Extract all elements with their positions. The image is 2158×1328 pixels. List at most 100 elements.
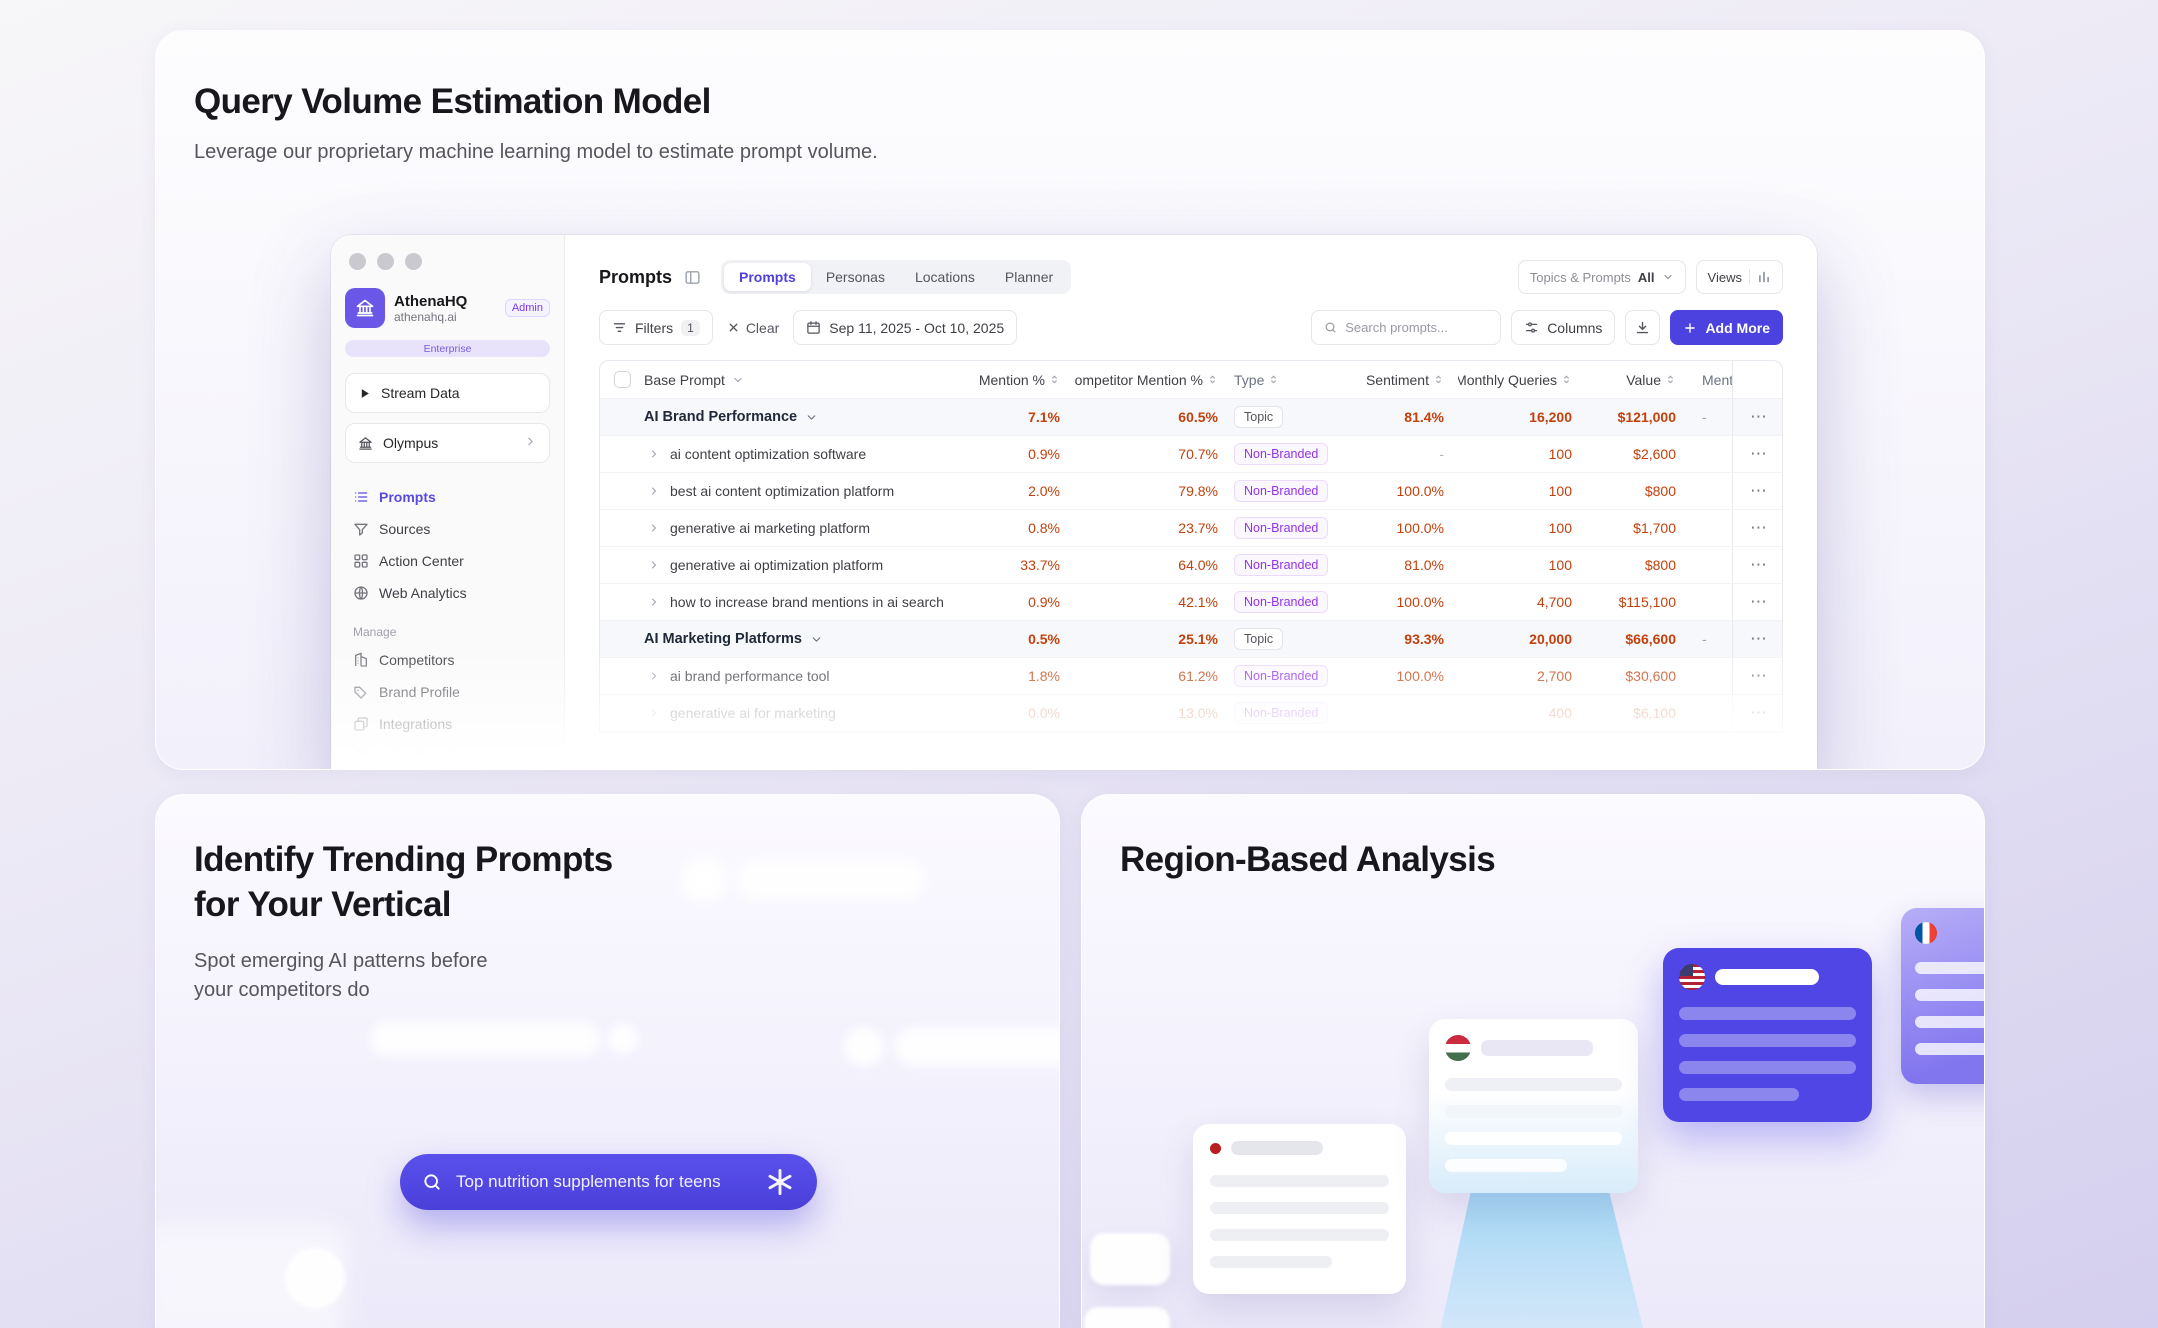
sidebar-item-prompts[interactable]: Prompts	[345, 481, 550, 513]
mention-cell: 0.5%	[1028, 631, 1060, 647]
column-mention[interactable]: Mention %	[978, 361, 1074, 398]
column-monthly-queries[interactable]: Monthly Queries	[1458, 361, 1586, 398]
chevron-right-icon[interactable]	[648, 559, 660, 571]
table-row[interactable]: how to increase brand mentions in ai sea…	[600, 584, 1782, 621]
filter-value: All	[1637, 269, 1655, 285]
sidebar-item-action-center[interactable]: Action Center	[345, 545, 550, 577]
topics-prompts-filter[interactable]: Topics & Prompts All	[1517, 260, 1686, 294]
date-range-picker[interactable]: Sep 11, 2025 - Oct 10, 2025	[793, 310, 1018, 345]
mention-cell: 7.1%	[1028, 409, 1060, 425]
window-controls	[345, 235, 550, 284]
tab-planner[interactable]: Planner	[1004, 269, 1054, 285]
sidebar-item-label: Action Center	[379, 553, 464, 569]
sidebar-item-web-analytics[interactable]: Web Analytics	[345, 577, 550, 609]
table-row[interactable]: best ai content optimization platform 2.…	[600, 473, 1782, 510]
row-menu-button[interactable]: ⋯	[1732, 547, 1782, 583]
clear-filters-button[interactable]: Clear	[723, 320, 783, 336]
skeleton-line	[1915, 1016, 1984, 1028]
columns-button[interactable]: Columns	[1511, 310, 1616, 345]
window-control-dot[interactable]	[405, 253, 422, 270]
chevron-right-icon[interactable]	[648, 522, 660, 534]
download-button[interactable]	[1625, 310, 1661, 345]
sidebar-item-stream-data[interactable]: Stream Data	[345, 373, 550, 413]
org-domain: athenahq.ai	[394, 309, 457, 324]
chevron-down-icon[interactable]	[805, 411, 818, 424]
competitor-mention-cell: 23.7%	[1178, 520, 1218, 536]
column-competitor-mention[interactable]: Competitor Mention %	[1074, 361, 1232, 398]
row-menu-button[interactable]: ⋯	[1732, 621, 1782, 657]
sidebar-item-competitors[interactable]: Competitors	[345, 644, 550, 676]
prompts-table: Base Prompt Mention % Competitor Mention…	[599, 360, 1783, 733]
mention-extra-cell	[1690, 473, 1732, 509]
value-cell: $1,700	[1633, 520, 1676, 536]
column-sentiment[interactable]: Sentiment	[1346, 361, 1458, 398]
tab-prompts[interactable]: Prompts	[724, 263, 811, 291]
download-icon	[1637, 321, 1649, 334]
sentiment-cell	[1346, 695, 1458, 731]
chevron-right-icon[interactable]	[648, 485, 660, 497]
views-button[interactable]: Views	[1695, 260, 1783, 294]
mention-extra-cell	[1690, 695, 1732, 731]
sidebar-item-integrations[interactable]: Integrations	[345, 708, 550, 740]
app-window: AthenaHQ athenahq.ai Admin Enterprise St…	[331, 235, 1817, 769]
prompt-text: generative ai marketing platform	[670, 520, 870, 536]
window-control-dot[interactable]	[377, 253, 394, 270]
value-cell: $30,600	[1625, 668, 1676, 684]
row-menu-button[interactable]: ⋯	[1732, 695, 1782, 731]
row-menu-button[interactable]: ⋯	[1732, 473, 1782, 509]
column-value[interactable]: Value	[1586, 361, 1690, 398]
select-all-checkbox[interactable]	[614, 371, 631, 388]
column-label: Competitor Mention %	[1074, 371, 1203, 388]
type-badge: Non-Branded	[1234, 591, 1329, 613]
row-menu-button[interactable]: ⋯	[1732, 436, 1782, 472]
table-row[interactable]: generative ai for marketing 0.0% 13.0% N…	[600, 695, 1782, 732]
column-mention-clipped[interactable]: Mention %	[1702, 371, 1732, 388]
sidebar-item-olympus[interactable]: Olympus	[345, 423, 550, 463]
add-more-button[interactable]: Add More	[1670, 310, 1783, 345]
sidebar-item-brand-profile[interactable]: Brand Profile	[345, 676, 550, 708]
column-label: Sentiment	[1365, 371, 1429, 388]
skeleton-pill-decoration	[681, 857, 925, 903]
chevron-right-icon[interactable]	[648, 448, 660, 460]
type-badge: Topic	[1234, 406, 1284, 428]
chevron-right-icon[interactable]	[648, 707, 660, 719]
sentiment-cell: 100.0%	[1396, 520, 1444, 536]
value-cell: $2,600	[1633, 446, 1676, 462]
panel-toggle-icon[interactable]	[684, 269, 701, 286]
search-input[interactable]	[1345, 320, 1489, 335]
row-menu-button[interactable]: ⋯	[1732, 399, 1782, 435]
search-field[interactable]	[1311, 310, 1502, 345]
tab-personas[interactable]: Personas	[825, 269, 885, 285]
row-menu-button[interactable]: ⋯	[1732, 584, 1782, 620]
table-row[interactable]: ai brand performance tool 1.8% 61.2% Non…	[600, 658, 1782, 695]
column-type[interactable]: Type	[1232, 361, 1346, 398]
row-menu-button[interactable]: ⋯	[1732, 658, 1782, 694]
tab-locations[interactable]: Locations	[914, 269, 975, 285]
prompt-search-pill[interactable]: Top nutrition supplements for teens	[400, 1154, 817, 1210]
chevron-right-icon[interactable]	[648, 670, 660, 682]
sort-icon	[1049, 374, 1060, 385]
sidebar-item-sources[interactable]: Sources	[345, 513, 550, 545]
prompt-text: AI Brand Performance	[644, 409, 798, 425]
row-menu-button[interactable]: ⋯	[1732, 510, 1782, 546]
mention-extra-cell	[1690, 584, 1732, 620]
window-control-dot[interactable]	[349, 253, 366, 270]
table-row[interactable]: AI Marketing Platforms 0.5% 25.1% Topic …	[600, 621, 1782, 658]
filters-button[interactable]: Filters 1	[599, 310, 713, 345]
table-row[interactable]: generative ai optimization platform 33.7…	[600, 547, 1782, 584]
table-row[interactable]: ai content optimization software 0.9% 70…	[600, 436, 1782, 473]
chevron-down-icon[interactable]	[810, 633, 823, 646]
prompt-text: ai content optimization software	[670, 446, 867, 462]
region-card-item	[1663, 948, 1872, 1122]
table-row[interactable]: AI Brand Performance 7.1% 60.5% Topic 81…	[600, 399, 1782, 436]
skeleton-title	[1231, 1141, 1323, 1155]
sort-icon	[1433, 374, 1444, 385]
table-row[interactable]: generative ai marketing platform 0.8% 23…	[600, 510, 1782, 547]
org-switcher[interactable]: AthenaHQ athenahq.ai Admin	[345, 288, 550, 328]
sidebar-item-invite-people[interactable]: Invite People	[345, 740, 550, 769]
trending-card: Identify Trending Prompts for Your Verti…	[155, 794, 1060, 1328]
type-badge: Non-Branded	[1234, 517, 1329, 539]
column-base-prompt[interactable]: Base Prompt	[600, 361, 978, 398]
chevron-right-icon[interactable]	[648, 596, 660, 608]
close-icon	[729, 323, 738, 332]
